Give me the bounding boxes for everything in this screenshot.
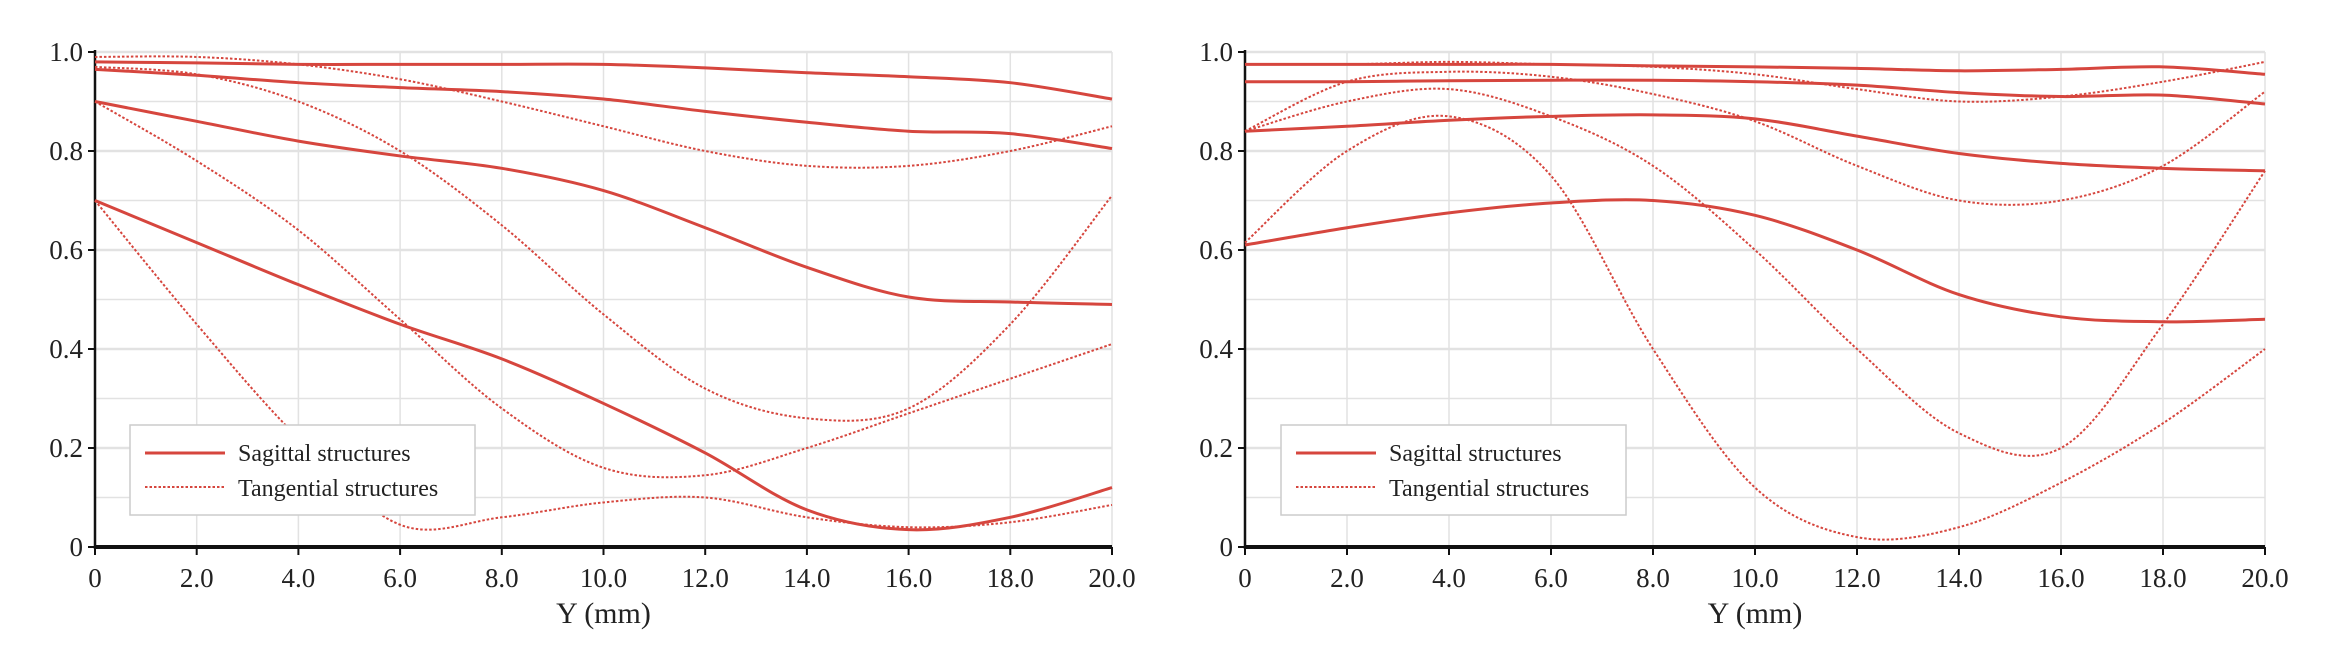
sagittal-series-line-1 [1245, 62, 2266, 76]
x-tick-label: 4.0 [282, 563, 316, 593]
x-tick-label: 0 [1238, 563, 1252, 593]
y-tick-label: 0.4 [49, 334, 83, 364]
sagittal-series-line-3 [1244, 113, 2266, 173]
x-tick-label: 8.0 [485, 563, 519, 593]
x-tick-label: 18.0 [2139, 563, 2186, 593]
y-tick-label: 0.8 [49, 136, 83, 166]
x-tick-label: 6.0 [1534, 563, 1568, 593]
sagittal-series-line-1 [94, 60, 1113, 101]
x-tick-label: 20.0 [1088, 563, 1135, 593]
legend-label-sagittal: Sagittal structures [1389, 441, 1562, 467]
tangential-series-line-7 [1244, 87, 2266, 457]
sagittal-series-line-2 [94, 67, 1113, 151]
sagittal-series-line-4 [94, 199, 1113, 532]
y-tick-label: 1.0 [1199, 37, 1233, 67]
x-tick-label: 14.0 [783, 563, 830, 593]
x-tick-label: 8.0 [1636, 563, 1670, 593]
y-tick-label: 1.0 [49, 37, 83, 67]
x-tick-label: 10.0 [580, 563, 627, 593]
x-tick-label: 2.0 [180, 563, 214, 593]
x-tick-label: 16.0 [2037, 563, 2084, 593]
tangential-series-line-6 [1244, 70, 2266, 206]
sagittal-series-line-2 [1244, 78, 2266, 106]
tangential-series-line-8 [94, 199, 1113, 531]
tangential-series-line-5 [1244, 60, 2266, 103]
x-tick-label: 12.0 [1833, 563, 1880, 593]
legend-box [1280, 424, 1627, 516]
chart-panel-1: 0 2.0 4.0 6.0 8.0 10.0 12.0 14.0 16.0 18.0 20.0 0 0.… [49, 37, 1135, 630]
x-tick-label: 12.0 [682, 563, 729, 593]
x-tick-label: 20.0 [2241, 563, 2288, 593]
tangential-series-line-8 [1244, 114, 2266, 541]
x-tick-label: 6.0 [383, 563, 417, 593]
x-tick-label: 16.0 [885, 563, 932, 593]
x-tick-label: 0 [88, 563, 102, 593]
y-tick-label: 0.6 [49, 235, 83, 265]
legend: Sagittal structures Tangential structures [129, 424, 476, 516]
y-tick-label: 0.2 [1199, 433, 1233, 463]
x-tick-label: 2.0 [1330, 563, 1364, 593]
x-tick-label: 14.0 [1935, 563, 1982, 593]
tangential-series-line-7 [94, 100, 1113, 479]
legend-box [129, 424, 476, 516]
y-tick-label: 0.2 [49, 433, 83, 463]
y-tick-label: 0.6 [1199, 235, 1233, 265]
y-tick-label: 0.4 [1199, 334, 1233, 364]
legend: Sagittal structures Tangential structures [1280, 424, 1627, 516]
y-tick-label: 0 [70, 532, 84, 562]
chart-panel-2: 0 2.0 4.0 6.0 8.0 10.0 12.0 14.0 16.0 18.0 20.0 0 0.… [1199, 37, 2288, 630]
x-axis-label: Y (mm) [1708, 597, 1803, 630]
tangential-series-line-5 [94, 55, 1113, 169]
tangential-series-line-6 [94, 65, 1113, 422]
y-tick-label: 0.8 [1199, 136, 1233, 166]
legend-label-sagittal: Sagittal structures [238, 441, 411, 467]
x-tick-label: 18.0 [987, 563, 1034, 593]
sagittal-series-line-3 [94, 100, 1113, 306]
legend-label-tangential: Tangential structures [238, 476, 438, 502]
sagittal-series-line-4 [1244, 198, 2266, 324]
x-tick-label: 10.0 [1731, 563, 1778, 593]
y-tick-label: 0 [1220, 532, 1234, 562]
legend-label-tangential: Tangential structures [1389, 476, 1589, 502]
x-tick-label: 4.0 [1432, 563, 1466, 593]
x-axis-label: Y (mm) [556, 597, 651, 630]
